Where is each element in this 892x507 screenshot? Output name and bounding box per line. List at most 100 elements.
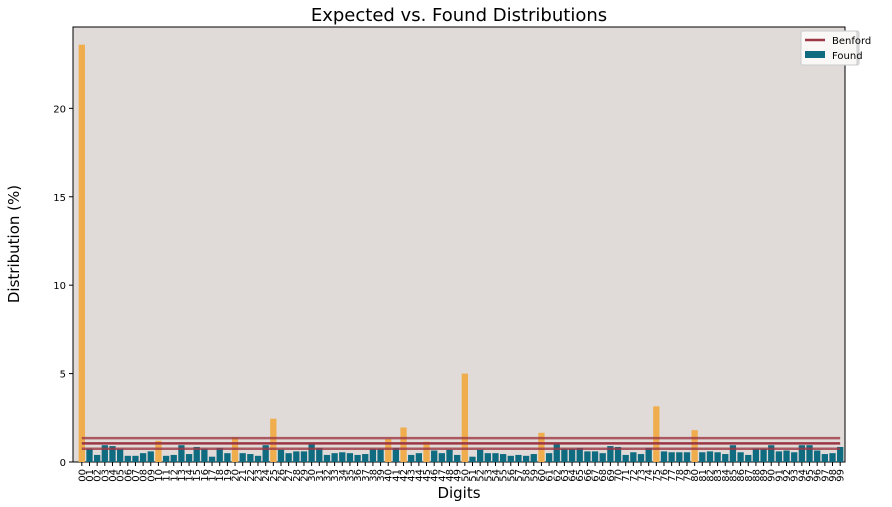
x-tick-label-50: 50: [460, 469, 471, 482]
bar-29: [300, 451, 308, 462]
bar-38: [369, 448, 377, 462]
x-tick-label-77: 77: [667, 469, 678, 482]
bar-47: [438, 453, 445, 462]
x-tick-label-89: 89: [759, 469, 770, 482]
x-tick-label-95: 95: [805, 469, 816, 482]
bar-24: [262, 445, 269, 462]
bar-25: [270, 418, 277, 462]
x-tick-label-00: 00: [77, 469, 88, 482]
x-tick-label-38: 38: [368, 469, 379, 482]
bar-57: [515, 454, 522, 462]
x-tick-label-16: 16: [200, 469, 211, 482]
bar-03: [101, 445, 108, 462]
bar-44: [415, 453, 423, 462]
bar-69: [607, 446, 614, 462]
x-tick-label-61: 61: [545, 469, 556, 482]
bar-17: [208, 456, 216, 462]
bar-95: [806, 445, 813, 462]
x-tick-label-67: 67: [591, 469, 602, 482]
bar-89: [760, 448, 767, 462]
legend-found-label: Found: [832, 51, 863, 62]
bar-21: [239, 453, 246, 462]
x-tick-label-11: 11: [162, 469, 173, 482]
bar-07: [132, 455, 139, 462]
x-tick-label-83: 83: [713, 469, 724, 482]
x-tick-label-51: 51: [468, 469, 479, 482]
bar-99: [837, 446, 844, 462]
bar-05: [116, 448, 124, 462]
x-tick-label-28: 28: [292, 469, 303, 482]
x-tick-label-39: 39: [376, 469, 387, 482]
x-tick-label-40: 40: [384, 469, 395, 482]
x-tick-label-74: 74: [644, 469, 655, 482]
bar-59: [530, 454, 537, 462]
x-tick-label-04: 04: [108, 469, 119, 482]
bar-91: [775, 451, 783, 462]
x-tick-label-57: 57: [514, 469, 525, 482]
bar-90: [768, 445, 775, 462]
x-tick-label-60: 60: [537, 469, 548, 482]
x-tick-label-15: 15: [192, 469, 203, 482]
x-tick-label-48: 48: [445, 469, 456, 482]
x-tick-label-26: 26: [276, 469, 287, 482]
x-tick-label-87: 87: [744, 469, 755, 482]
bar-67: [591, 451, 599, 462]
bar-42: [400, 427, 407, 462]
x-tick-label-47: 47: [437, 469, 448, 482]
x-tick-label-90: 90: [767, 469, 778, 482]
bar-82: [706, 451, 714, 462]
bar-64: [568, 448, 576, 462]
x-tick-label-03: 03: [100, 469, 111, 482]
x-tick-label-69: 69: [606, 469, 617, 482]
bar-26: [277, 449, 285, 462]
x-tick-label-82: 82: [705, 469, 716, 482]
bar-37: [362, 454, 369, 462]
x-tick-label-34: 34: [338, 469, 349, 482]
x-tick-label-64: 64: [568, 469, 579, 482]
plot-area: [72, 26, 846, 463]
x-tick-label-29: 29: [299, 469, 310, 482]
bar-61: [545, 453, 553, 462]
x-tick-label-43: 43: [407, 469, 418, 482]
bar-31: [316, 447, 323, 462]
bar-84: [722, 454, 729, 462]
bar-92: [783, 450, 790, 462]
bar-43: [408, 454, 415, 462]
bar-00: [78, 44, 85, 463]
y-tick-label-10: 10: [53, 281, 66, 292]
bar-01: [86, 448, 93, 462]
x-tick-label-58: 58: [522, 469, 533, 482]
x-tick-label-06: 06: [123, 469, 134, 482]
x-tick-label-56: 56: [506, 469, 517, 482]
x-tick-label-59: 59: [529, 469, 540, 482]
x-tick-label-31: 31: [315, 469, 326, 482]
x-tick-label-99: 99: [836, 469, 847, 482]
x-tick-label-73: 73: [637, 469, 648, 482]
x-tick-label-19: 19: [223, 469, 234, 482]
bar-76: [660, 451, 668, 462]
bar-13: [178, 445, 185, 462]
x-tick-label-52: 52: [476, 469, 487, 482]
x-tick-label-72: 72: [629, 469, 640, 482]
legend-benford-label: Benford: [832, 36, 871, 47]
x-tick-label-63: 63: [560, 469, 571, 482]
x-tick-label-53: 53: [483, 469, 494, 482]
bar-28: [293, 451, 300, 462]
bar-60: [538, 432, 545, 462]
x-tick-label-18: 18: [215, 469, 226, 482]
legend-found-swatch: [805, 51, 825, 58]
bar-27: [285, 453, 292, 462]
bar-02: [94, 454, 101, 462]
x-tick-label-84: 84: [721, 469, 732, 482]
x-tick-label-21: 21: [238, 469, 249, 482]
x-tick-label-46: 46: [430, 469, 441, 482]
bar-34: [339, 452, 346, 462]
bar-12: [170, 454, 177, 462]
bar-19: [224, 453, 231, 462]
x-tick-label-76: 76: [659, 469, 670, 482]
bar-06: [124, 455, 131, 462]
bar-66: [584, 451, 591, 462]
bar-94: [798, 445, 806, 462]
x-tick-label-22: 22: [246, 469, 257, 482]
